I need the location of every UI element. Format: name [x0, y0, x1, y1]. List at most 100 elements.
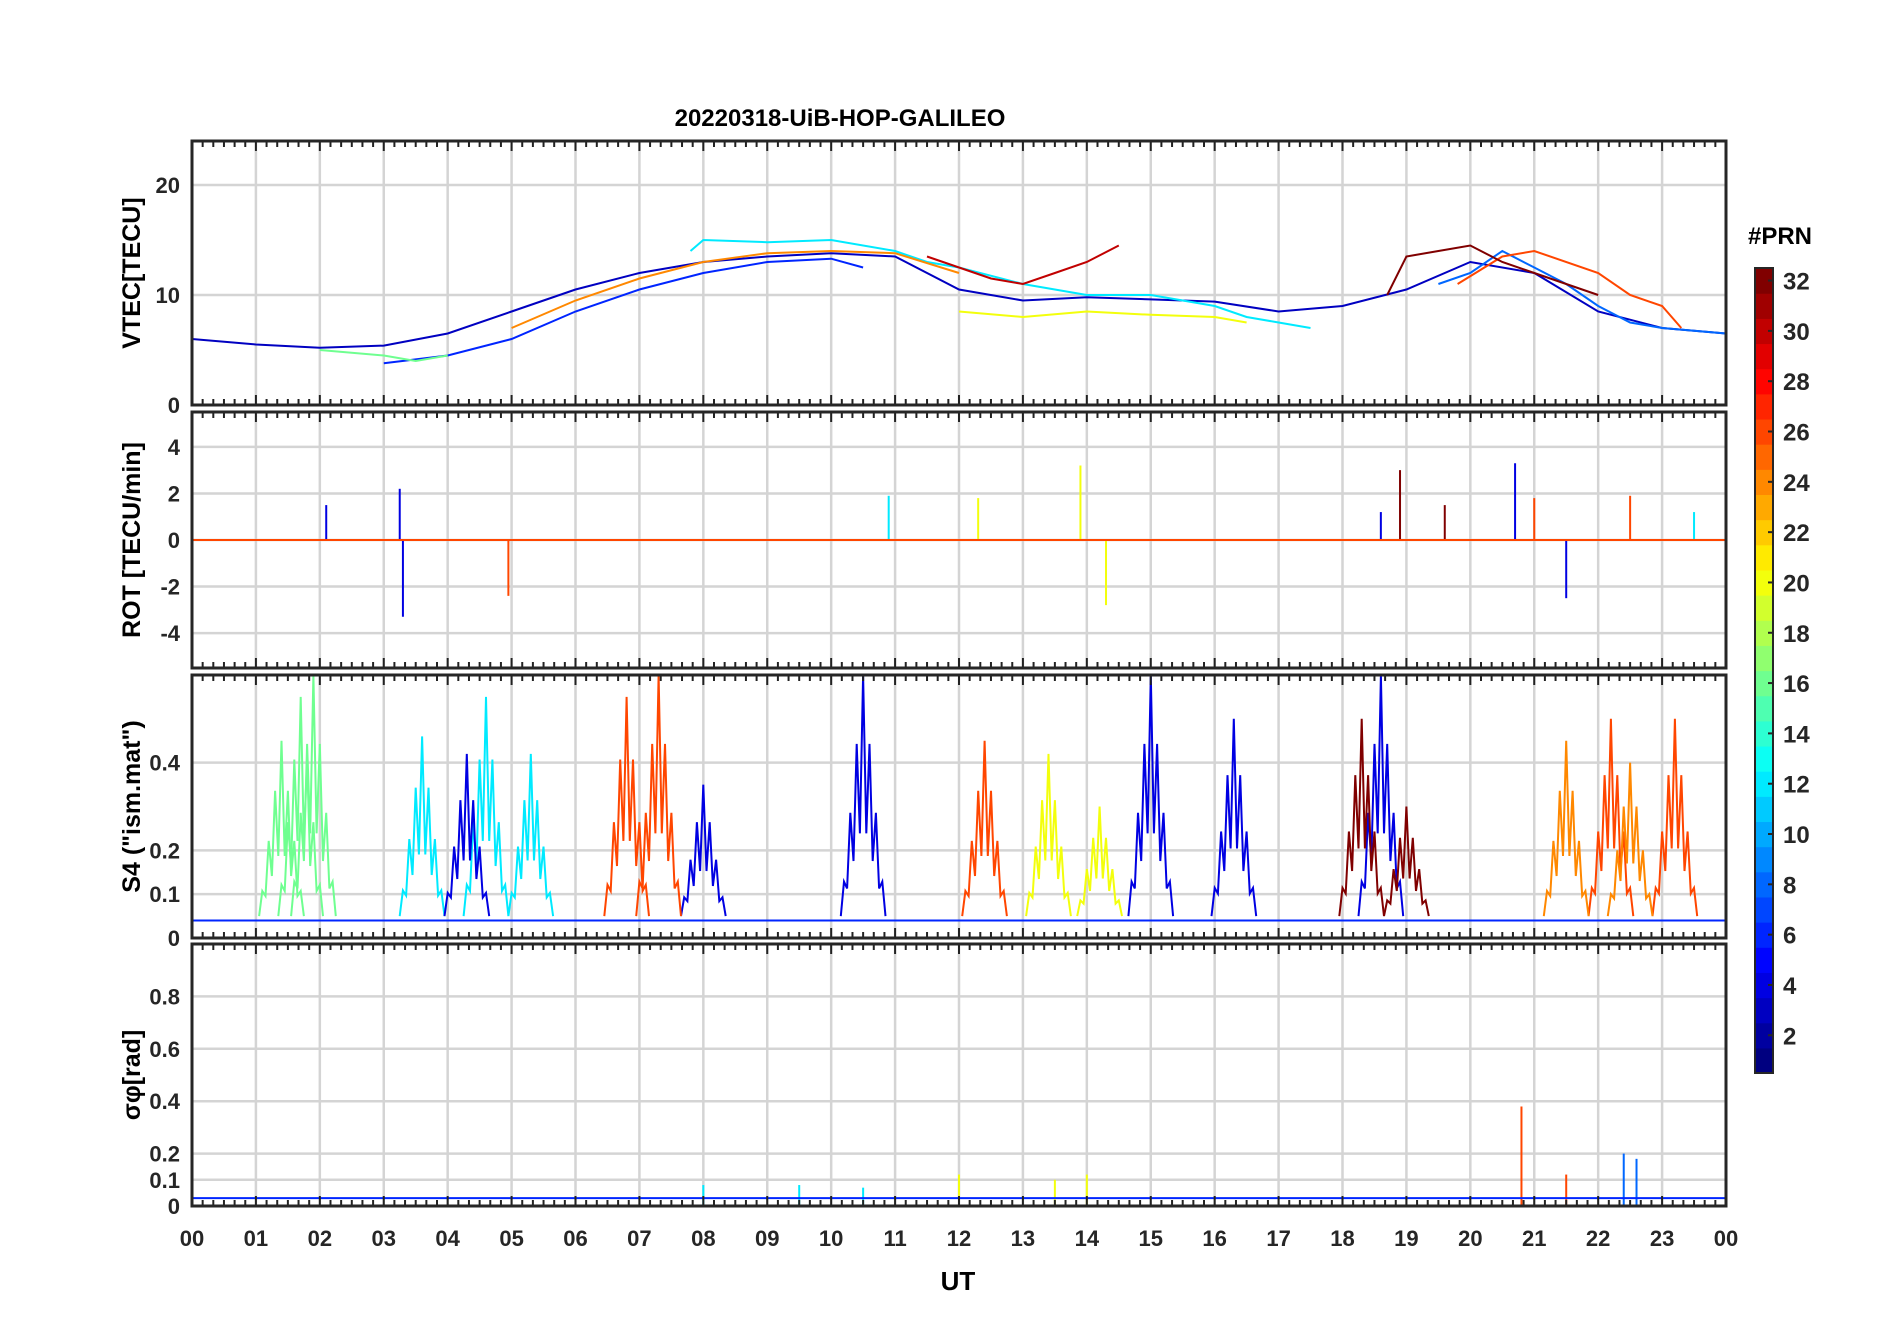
colorbar-segment: [1755, 1047, 1773, 1074]
plot-frame: [190, 673, 1728, 940]
colorbar-tick-label: 20: [1783, 570, 1810, 597]
colorbar-segment: [1755, 745, 1773, 772]
x-tick-label: 11: [883, 1226, 906, 1251]
colorbar-segment: [1755, 695, 1773, 722]
colorbar-segment: [1755, 821, 1773, 848]
y-tick-label: 0.1: [149, 1168, 180, 1193]
colorbar-segment: [1755, 997, 1773, 1024]
x-tick-label: 16: [1202, 1226, 1226, 1251]
vtec-series-prn-16: [319, 349, 448, 363]
s4-burst-prn-16: [277, 696, 324, 917]
colorbar-label: #PRN: [1748, 223, 1812, 250]
y-axis-label: ROT [TECU/min]: [118, 442, 146, 638]
x-axis-label: UT: [941, 1266, 976, 1296]
colorbar-segment: [1755, 569, 1773, 596]
x-tick-label: 10: [819, 1226, 843, 1251]
colorbar-frame: [1754, 267, 1774, 1074]
vtec-series-prn-3: [191, 252, 1727, 349]
y-axis-label: VTEC[TECU]: [118, 197, 146, 348]
x-tick-labels: 00 01 02 03 04 05 06 07 08 09 10 11 12 13 14 15 16 17 18 19…: [180, 1226, 1738, 1251]
s4-burst-prn-4: [1210, 718, 1258, 917]
s4-burst-prn-12: [507, 753, 555, 917]
colorbar-segment: [1755, 645, 1773, 672]
colorbar-segment: [1755, 519, 1773, 546]
colorbar-segment: [1755, 771, 1773, 797]
y-tick-label: 0: [168, 528, 180, 553]
colorbar-segment: [1755, 418, 1773, 445]
x-tick-label: 04: [435, 1226, 460, 1251]
colorbar-segment: [1755, 896, 1773, 923]
y-tick-label: 0.8: [149, 984, 180, 1009]
s4-burst-prn-26: [961, 740, 1008, 917]
s4-burst-prn-4: [443, 753, 491, 917]
s4-burst-prn-26: [1651, 718, 1699, 917]
y-tick-label: 4: [168, 435, 181, 460]
s4-burst-prn-16: [258, 740, 305, 917]
vtec-series-prn-26: [1457, 249, 1683, 329]
colorbar-segment: [1755, 368, 1773, 395]
vtec-series-prn-20: [958, 310, 1247, 324]
y-tick-label: 0.6: [149, 1037, 180, 1062]
s4-burst-prn-32: [1383, 806, 1430, 917]
x-tick-label: 00: [1714, 1226, 1738, 1251]
s4-burst-prn-4: [680, 784, 727, 917]
y-tick-label: 0.4: [149, 1089, 180, 1114]
colorbar-segment: [1755, 444, 1773, 470]
panel-vtec: 0 10 20 VTEC[TECU]: [118, 139, 1728, 418]
s4-burst-prn-26: [1587, 718, 1635, 917]
y-tick-label: -4: [160, 621, 180, 646]
y-tick-label: 0.2: [149, 1142, 180, 1167]
x-tick-label: 12: [947, 1226, 971, 1251]
x-tick-label: 07: [627, 1226, 651, 1251]
colorbar-segment: [1755, 318, 1773, 345]
panel-sigma_phi: 00.10.2 0.4 0.6 0.8σφ[rad]: [118, 942, 1728, 1219]
s4-burst-prn-20: [1076, 806, 1123, 917]
colorbar-segment: [1755, 972, 1773, 999]
colorbar-tick-label: 32: [1783, 269, 1810, 296]
colorbar-tick-label: 12: [1783, 772, 1810, 799]
colorbar-segment: [1755, 796, 1773, 823]
colorbar-tick-label: 26: [1783, 420, 1810, 447]
plot-frame: [190, 942, 1728, 1208]
y-tick-label: 2: [168, 481, 180, 506]
s4-burst-prn-24: [1542, 740, 1590, 917]
x-tick-label: 17: [1266, 1226, 1290, 1251]
x-tick-label: 00: [180, 1226, 204, 1251]
s4-burst-prn-20: [1025, 753, 1072, 917]
x-tick-label: 22: [1586, 1226, 1610, 1251]
colorbar-segment: [1755, 720, 1773, 747]
colorbar-segment: [1755, 947, 1773, 973]
colorbar-tick-label: 14: [1783, 721, 1810, 748]
colorbar-segment: [1755, 469, 1773, 496]
colorbar-segment: [1755, 544, 1773, 571]
colorbar-segment: [1755, 268, 1773, 294]
colorbar-segment: [1755, 595, 1773, 621]
vtec-series-prn-32: [1386, 244, 1599, 296]
colorbar-tick-label: 30: [1783, 319, 1810, 346]
y-tick-label: 0: [168, 926, 180, 951]
colorbar-tick-label: 2: [1783, 1023, 1796, 1050]
panel-s4: 0 0.1 0.2 0.4S4 ("ism.mat"): [118, 673, 1728, 951]
colorbar-segment: [1755, 620, 1773, 646]
colorbar-segment: [1755, 393, 1773, 420]
colorbar-tick-label: 6: [1783, 923, 1796, 950]
y-axis-label: σφ[rad]: [118, 1030, 146, 1121]
x-tick-label: 15: [1139, 1226, 1163, 1251]
colorbar-tick-label: 16: [1783, 671, 1810, 698]
colorbar-segment: [1755, 871, 1773, 898]
chart-title: 20220318-UiB-HOP-GALILEO: [675, 105, 1006, 132]
y-tick-label: 0.2: [149, 838, 180, 863]
s4-burst-prn-12: [398, 736, 446, 917]
y-tick-label: 20: [156, 173, 180, 198]
s4-burst-prn-12: [462, 696, 510, 917]
x-tick-label: 13: [1011, 1226, 1035, 1251]
x-tick-label: 20: [1458, 1226, 1482, 1251]
x-tick-label: 14: [1075, 1226, 1100, 1251]
x-tick-label: 21: [1522, 1226, 1546, 1251]
colorbar-segment: [1755, 343, 1773, 370]
y-tick-label: 0: [168, 393, 180, 418]
s4-burst-prn-24: [1606, 762, 1654, 917]
